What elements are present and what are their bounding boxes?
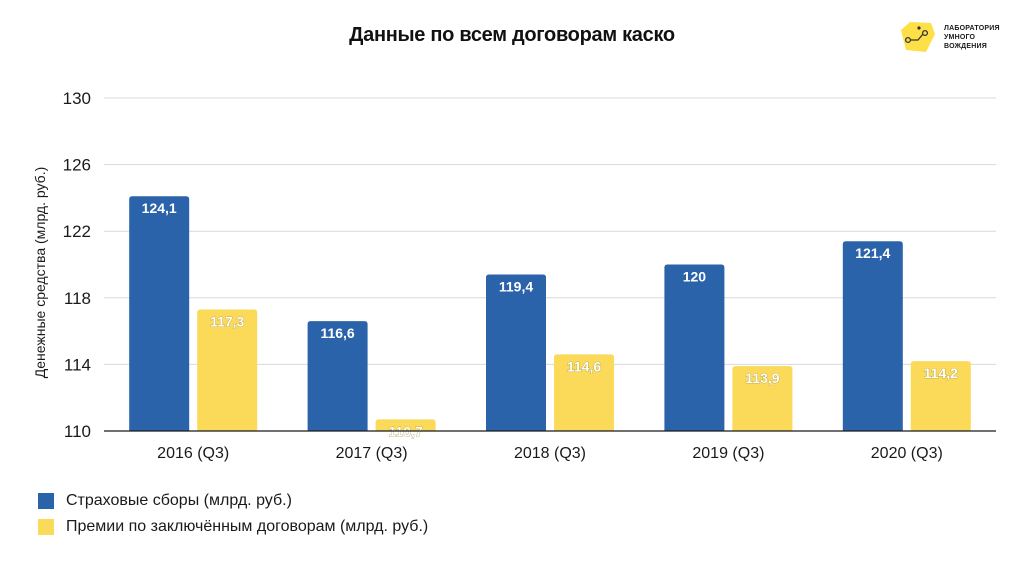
bar-premii [554, 354, 614, 431]
y-tick-label: 114 [64, 355, 91, 374]
x-tick-label: 2020 (Q3) [871, 445, 943, 462]
logo-line: ЛАБОРАТОРИЯ [944, 24, 1000, 32]
logo-icon [901, 22, 935, 52]
bar-strakhovye-sbory [842, 241, 903, 431]
bar-strakhovye-sbory [486, 274, 546, 431]
bar-premii [910, 361, 971, 431]
legend: Страховые сборы (млрд. руб.) Премии по з… [38, 488, 428, 540]
legend-label: Страховые сборы (млрд. руб.) [66, 492, 292, 509]
data-label: 116,6 [320, 325, 354, 341]
legend-swatch [38, 519, 54, 535]
bar-chart: 110 114 118 122 126 130 Денежные средства (млр… [32, 89, 996, 462]
data-label: 114,2 [924, 365, 958, 381]
logo-text: ЛАБОРАТОРИЯ УМНОГО ВОЖДЕНИЯ [944, 24, 1000, 51]
y-axis-title: Денежные средства (млрд. руб.) [32, 167, 48, 379]
bar-premii [197, 309, 258, 431]
x-tick-label: 2016 (Q3) [157, 445, 229, 462]
y-tick-label: 130 [63, 89, 91, 108]
logo-line: ВОЖДЕНИЯ [944, 42, 987, 50]
data-label: 121,4 [855, 245, 890, 261]
y-tick-label: 110 [64, 422, 91, 441]
bar-strakhovye-sbory [307, 321, 368, 431]
bar-strakhovye-sbory [664, 264, 725, 431]
y-tick-label: 122 [63, 222, 91, 241]
bar-premii [375, 419, 436, 431]
legend-item: Страховые сборы (млрд. руб.) [38, 488, 428, 514]
x-tick-label: 2017 (Q3) [336, 445, 408, 462]
y-tick-label: 118 [64, 289, 91, 308]
data-label: 124,1 [142, 200, 177, 216]
data-label: 120 [683, 269, 707, 285]
data-label: 114,6 [567, 358, 601, 374]
chart-title: Данные по всем договорам каско [349, 24, 675, 46]
data-label: 117,3 [210, 313, 244, 329]
logo-line: УМНОГО [944, 33, 976, 41]
legend-label: Премии по заключённым договорам (млрд. р… [66, 518, 429, 535]
legend-swatch [38, 493, 54, 509]
bar-premii [732, 366, 793, 431]
legend-item: Премии по заключённым договорам (млрд. р… [38, 514, 428, 540]
bar-strakhovye-sbory [129, 196, 190, 431]
x-tick-label: 2019 (Q3) [692, 445, 764, 462]
data-label: 119,4 [499, 278, 533, 294]
logo: ЛАБОРАТОРИЯ УМНОГО ВОЖДЕНИЯ [898, 20, 1000, 54]
data-label: 113,9 [745, 370, 779, 386]
x-tick-label: 2018 (Q3) [514, 445, 586, 462]
y-tick-label: 126 [63, 156, 91, 175]
